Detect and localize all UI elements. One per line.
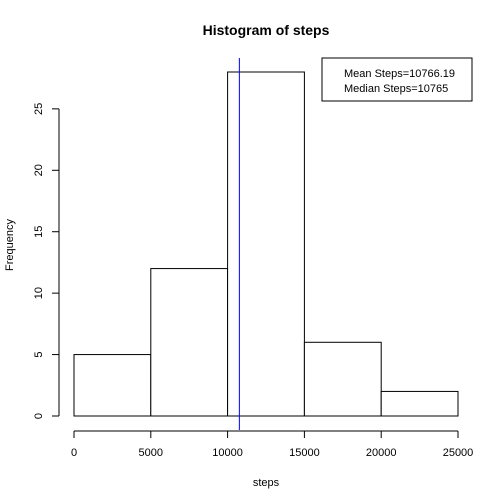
x-tick-label-0: 0 bbox=[71, 447, 77, 459]
legend-entry-mean: Mean Steps=10766.19 bbox=[344, 68, 455, 80]
x-tick-label-1: 5000 bbox=[139, 447, 163, 459]
x-axis: 0 5000 10000 15000 20000 25000 bbox=[71, 430, 474, 459]
y-axis-label: Frequency bbox=[4, 219, 16, 271]
y-tick-label-3: 15 bbox=[33, 226, 45, 238]
histogram-bar-0 bbox=[73, 354, 152, 417]
legend-box bbox=[321, 57, 473, 102]
y-tick-label-2: 10 bbox=[33, 287, 45, 299]
bars-group bbox=[73, 71, 459, 417]
y-axis: 0 5 10 15 20 25 bbox=[33, 103, 60, 419]
histogram-bar-3 bbox=[303, 341, 382, 417]
x-tick-label-3: 15000 bbox=[289, 447, 320, 459]
y-tick-label-4: 20 bbox=[33, 164, 45, 176]
histogram-bar-4 bbox=[380, 390, 459, 417]
histogram-bar-1 bbox=[150, 268, 229, 417]
x-tick-label-4: 20000 bbox=[366, 447, 397, 459]
legend-entry-median: Median Steps=10765 bbox=[344, 83, 448, 95]
legend: Mean Steps=10766.19 Median Steps=10765 bbox=[321, 57, 473, 102]
x-tick-label-5: 25000 bbox=[443, 447, 474, 459]
y-tick-label-1: 5 bbox=[33, 352, 45, 358]
y-tick-label-5: 25 bbox=[33, 103, 45, 115]
x-tick-label-2: 10000 bbox=[212, 447, 243, 459]
y-tick-label-0: 0 bbox=[33, 413, 45, 419]
x-axis-label: steps bbox=[253, 477, 280, 489]
chart-title: Histogram of steps bbox=[203, 22, 330, 38]
histogram-bar-2 bbox=[227, 71, 305, 417]
